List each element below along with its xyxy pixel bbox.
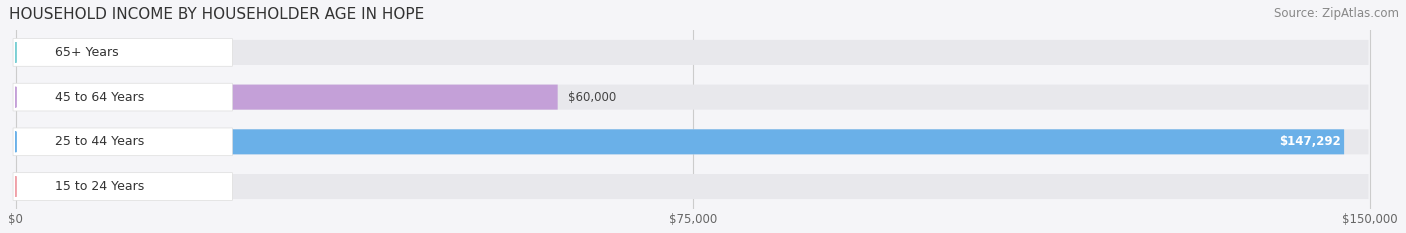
FancyBboxPatch shape xyxy=(13,38,232,66)
Text: $60,000: $60,000 xyxy=(568,91,616,104)
Text: 45 to 64 Years: 45 to 64 Years xyxy=(55,91,143,104)
Text: 25 to 44 Years: 25 to 44 Years xyxy=(55,135,143,148)
FancyBboxPatch shape xyxy=(17,174,42,199)
FancyBboxPatch shape xyxy=(13,128,232,156)
FancyBboxPatch shape xyxy=(17,129,1344,154)
FancyBboxPatch shape xyxy=(17,174,1368,199)
Text: Source: ZipAtlas.com: Source: ZipAtlas.com xyxy=(1274,7,1399,20)
FancyBboxPatch shape xyxy=(13,173,232,200)
FancyBboxPatch shape xyxy=(17,129,1368,154)
Text: $0: $0 xyxy=(53,46,69,59)
FancyBboxPatch shape xyxy=(17,85,558,110)
FancyBboxPatch shape xyxy=(17,85,1368,110)
Text: HOUSEHOLD INCOME BY HOUSEHOLDER AGE IN HOPE: HOUSEHOLD INCOME BY HOUSEHOLDER AGE IN H… xyxy=(8,7,425,22)
Text: $0: $0 xyxy=(53,180,69,193)
FancyBboxPatch shape xyxy=(17,40,1368,65)
FancyBboxPatch shape xyxy=(17,40,42,65)
Text: $147,292: $147,292 xyxy=(1279,135,1341,148)
FancyBboxPatch shape xyxy=(13,83,232,111)
Text: 65+ Years: 65+ Years xyxy=(55,46,118,59)
Text: 15 to 24 Years: 15 to 24 Years xyxy=(55,180,143,193)
